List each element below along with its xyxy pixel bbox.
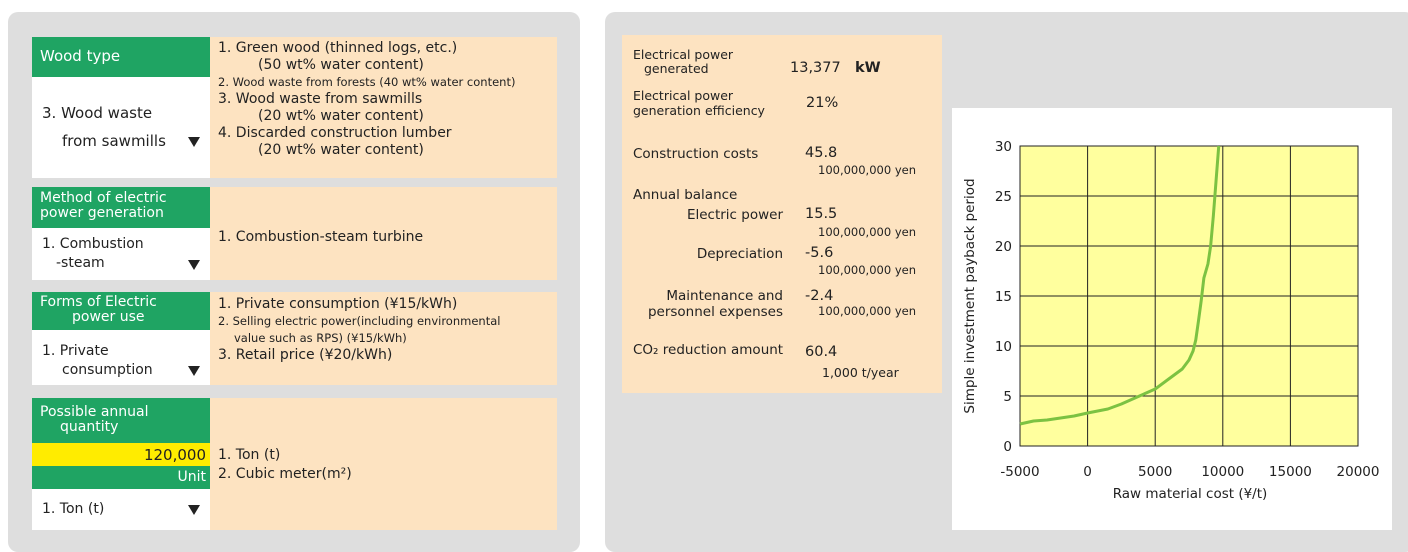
result-unit: 100,000,000 yen	[818, 263, 916, 277]
quantity-input[interactable]: 120,000	[32, 443, 210, 466]
section-header: Forms of Electric power use	[32, 292, 210, 330]
option: (50 wt% water content)	[258, 57, 424, 73]
result-label: CO₂ reduction amount	[633, 342, 784, 358]
header-line: power use	[72, 309, 145, 325]
dropdown-arrow	[188, 260, 200, 270]
y-tick-label: 25	[995, 189, 1012, 205]
result-unit: 100,000,000 yen	[818, 225, 916, 239]
options: 1. Green wood (thinned logs, etc.) (50 w…	[210, 37, 557, 178]
result-label: generation efficiency	[633, 103, 765, 118]
section-header: Wood type	[32, 37, 210, 77]
option: value such as RPS) (¥15/kWh)	[234, 331, 407, 345]
chart: Raw material cost (¥/t) Simple investmen…	[962, 139, 1380, 502]
section-header: Possible annual quantity	[32, 398, 210, 443]
selected-text: 3. Wood waste	[42, 104, 153, 122]
option: (20 wt% water content)	[258, 142, 424, 158]
result-label: Electrical power	[633, 47, 734, 62]
result-value: 60.4	[805, 344, 838, 360]
x-axis-label: Raw material cost (¥/t)	[1113, 486, 1268, 502]
data-line	[1019, 145, 1221, 426]
header-line: power generation	[40, 205, 164, 221]
option: 1. Ton (t)	[218, 447, 281, 463]
option: (20 wt% water content)	[258, 108, 424, 124]
options: 1. Private consumption (¥15/kWh) 2. Sell…	[210, 292, 557, 385]
select[interactable]: 1. Combustion -steam	[32, 228, 210, 280]
option: 1. Combustion-steam turbine	[218, 229, 424, 245]
option: 3. Wood waste from sawmills	[218, 91, 423, 107]
x-tick-label: 0	[1083, 464, 1092, 480]
option: 1. Green wood (thinned logs, etc.)	[218, 40, 458, 56]
x-tick-label: 15000	[1269, 464, 1312, 480]
y-tick-label: 20	[995, 239, 1012, 255]
x-tick-label: 20000	[1337, 464, 1380, 480]
section-header: Method of electric power generation	[32, 187, 210, 228]
result-label: Construction costs	[633, 146, 759, 162]
options: 1. Ton (t) 2. Cubic meter(m²)	[210, 398, 557, 530]
result-value: 21%	[806, 95, 839, 111]
selected-text: 1. Ton (t)	[42, 501, 105, 517]
option: 2. Cubic meter(m²)	[218, 466, 352, 482]
select[interactable]: 1. Private consumption	[32, 330, 210, 385]
selected-text: from sawmills	[62, 132, 166, 150]
result-value: 13,377	[790, 60, 841, 76]
y-tick-label: 30	[995, 139, 1012, 155]
x-tick-label: 5000	[1138, 464, 1172, 480]
result-value: -2.4	[805, 288, 834, 304]
result-label: Depreciation	[696, 246, 783, 262]
option: 4. Discarded construction lumber	[218, 125, 452, 141]
dropdown-arrow	[188, 137, 200, 147]
selected-text: 1. Combustion	[42, 236, 144, 252]
result-unit: 100,000,000 yen	[818, 163, 916, 177]
y-tick-label: 5	[1003, 389, 1012, 405]
header-line: Method of electric	[40, 190, 167, 206]
results-box: Electrical power generated 13,377 kW Ele…	[622, 35, 942, 393]
x-tick-label: 10000	[1201, 464, 1244, 480]
result-unit: 1,000 t/year	[822, 365, 899, 380]
result-label: Annual balance	[633, 187, 738, 203]
dropdown-arrow	[188, 366, 200, 376]
selected-text: -steam	[56, 255, 105, 271]
result-value: -5.6	[805, 245, 834, 261]
option: 1. Private consumption (¥15/kWh)	[218, 296, 458, 312]
option: 2. Selling electric power(including envi…	[218, 314, 501, 328]
result-value: 45.8	[805, 145, 838, 161]
options: 1. Combustion-steam turbine	[210, 187, 557, 280]
y-axis-label: Simple investment payback period	[962, 178, 978, 413]
result-label: Electric power	[686, 207, 783, 223]
header-line: Forms of Electric	[40, 294, 157, 310]
result-value: 15.5	[805, 206, 838, 222]
option: 2. Wood waste from forests (40 wt% water…	[218, 75, 516, 89]
y-tick-label: 0	[1003, 439, 1012, 455]
header-line: quantity	[60, 419, 119, 435]
y-tick-label: 15	[995, 289, 1012, 305]
selected-text: consumption	[62, 362, 153, 378]
select[interactable]: 1. Ton (t)	[32, 489, 210, 530]
select[interactable]: 3. Wood waste from sawmills	[32, 77, 210, 178]
dropdown-arrow	[188, 505, 200, 515]
y-tick-label: 10	[995, 339, 1012, 355]
result-label: generated	[644, 61, 709, 76]
option: 3. Retail price (¥20/kWh)	[218, 347, 393, 363]
result-unit: kW	[855, 60, 881, 76]
result-unit: 100,000,000 yen	[818, 304, 916, 318]
result-label: personnel expenses	[647, 304, 783, 320]
unit-label: Unit	[32, 466, 210, 489]
x-tick-label: -5000	[1000, 464, 1039, 480]
result-label: Maintenance and	[666, 288, 783, 304]
result-label: Electrical power	[633, 88, 734, 103]
header-line: Possible annual	[40, 404, 149, 420]
selected-text: 1. Private	[42, 343, 109, 359]
